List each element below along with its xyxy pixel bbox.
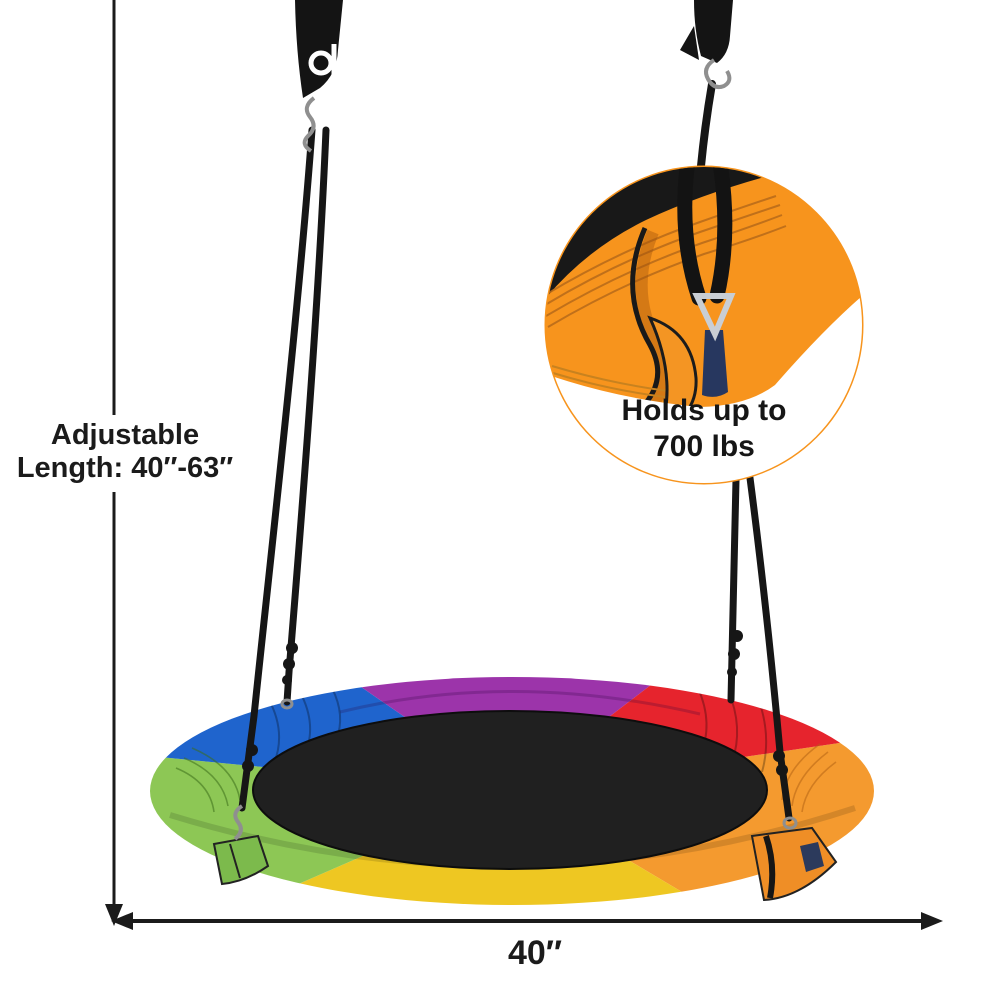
rope-right-front [746, 474, 793, 822]
strap-loop-left [212, 834, 270, 886]
hook-icon [704, 58, 732, 90]
attachment-hardware [233, 698, 798, 841]
triangle-ring-icon [692, 293, 736, 342]
stitching-left [175, 747, 241, 813]
height-dimension-label: Adjustable Length: 40″-63″ [4, 419, 246, 485]
inset-rope-strand [709, 167, 733, 304]
width-dimension-arrow [111, 912, 943, 930]
rope-left-back [283, 126, 330, 706]
rope-right-upper [697, 80, 716, 170]
inset-fold-shade [635, 229, 671, 409]
inset-text-zone [546, 296, 862, 483]
strap-marking [308, 50, 334, 76]
arrow-left-icon [111, 912, 133, 930]
height-dimension-arrow [105, 0, 123, 926]
height-label-line2: Length: 40″-63″ [16, 452, 234, 484]
inset-rope-strand [677, 167, 707, 306]
swing-mat [252, 710, 768, 870]
height-label-line1: Adjustable [50, 419, 200, 451]
strap-loop-right-webbing [800, 842, 824, 872]
arrow-right-icon [921, 912, 943, 930]
rope-left-front [238, 126, 316, 812]
top-straps [295, 0, 733, 153]
arrow-down-icon [105, 904, 123, 926]
capacity-callout-label: Holds up to 700 lbs [565, 393, 843, 465]
ring-icon [280, 698, 294, 710]
inset-webbing-strap [702, 330, 728, 397]
strap-top-right [694, 0, 733, 63]
capacity-line1: Holds up to [621, 394, 787, 427]
rope-right-back [727, 476, 740, 704]
strap-top-right-fold [680, 26, 699, 60]
rim-inner-shadow [339, 690, 701, 716]
width-dimension-label: 40″ [507, 934, 563, 972]
ring-icon [782, 816, 798, 830]
strap-loop-right-band [763, 835, 776, 899]
s-hook-icon [302, 96, 316, 153]
inset-fold-line [630, 227, 661, 407]
strap-loop-left-fold [229, 843, 241, 879]
saucer-swing [150, 677, 874, 905]
capacity-line2: 700 lbs [653, 430, 755, 463]
rope-knots [242, 630, 788, 776]
strap-top-left [295, 0, 343, 98]
s-hook-icon [233, 804, 244, 841]
